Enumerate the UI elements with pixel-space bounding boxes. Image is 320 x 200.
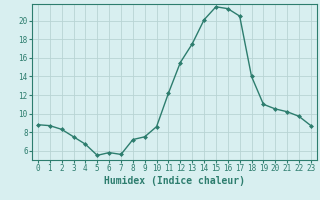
- X-axis label: Humidex (Indice chaleur): Humidex (Indice chaleur): [104, 176, 245, 186]
